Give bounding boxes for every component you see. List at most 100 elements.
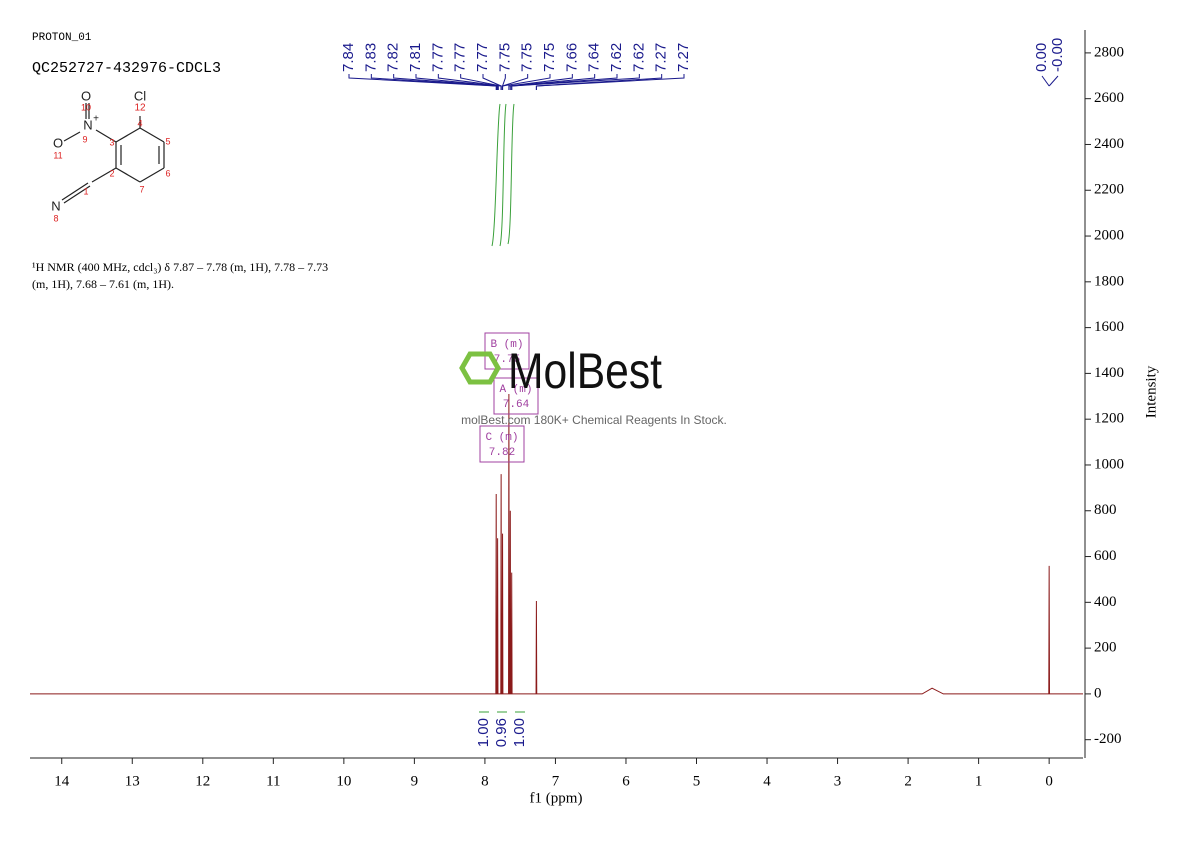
atom-label: 7: [139, 184, 144, 194]
atom-label: 5: [165, 136, 170, 146]
x-tick-label: 0: [1045, 773, 1053, 789]
peak-label: 7.83: [362, 43, 379, 72]
multiplet-box: [479, 425, 525, 463]
multiplet-shift: 7.82: [489, 447, 515, 459]
y-tick-label: 1800: [1094, 273, 1124, 289]
y-tick-label: 1000: [1094, 456, 1124, 472]
x-axis-label: f1 (ppm): [530, 790, 583, 806]
atom-label: 8: [53, 213, 58, 223]
peak-label: 7.77: [429, 43, 446, 72]
y-tick-label: 1200: [1094, 411, 1124, 427]
multiplet-name: A (m): [499, 384, 532, 396]
peak-connector: [508, 74, 573, 90]
peak-label: 7.62: [630, 43, 647, 72]
experiment-title: PROTON_01: [32, 32, 92, 44]
atom-label: 4: [137, 118, 142, 128]
y-tick-label: 2400: [1094, 136, 1124, 152]
peak-label: 7.75: [519, 43, 536, 72]
peak-connector: [535, 74, 685, 90]
multiplet-box: [493, 377, 539, 415]
x-tick-label: 13: [125, 773, 140, 789]
spectrum-line: [30, 393, 1083, 695]
integral-label: 1.00: [511, 718, 528, 747]
y-tick-label: 400: [1094, 594, 1117, 610]
multiplet-box: [484, 332, 530, 370]
atom-label: +: [93, 114, 99, 125]
multiplet-name: C (m): [485, 432, 518, 444]
atom-label: 10: [81, 102, 91, 112]
peak-connector: [502, 74, 551, 90]
watermark: MolBest molBest.com 180K+ Chemical Reage…: [459, 343, 727, 427]
peak-connector: [393, 74, 499, 90]
y-tick-label: -200: [1094, 731, 1122, 747]
ref-label: 0.00: [1033, 43, 1050, 72]
peak-label: 7.75: [541, 43, 558, 72]
nmr-description: (m, 1H), 7.68 – 7.61 (m, 1H).: [32, 277, 174, 291]
peak-connector: [482, 74, 502, 90]
y-axis-label: Intensity: [1143, 365, 1159, 418]
peak-label: 7.27: [653, 43, 670, 72]
atom-label: 2: [109, 168, 114, 178]
multiplet-shift: 7.64: [503, 399, 530, 411]
atom-label: N: [83, 117, 92, 132]
structure-bonds: [61, 103, 165, 204]
atom-label: O: [53, 135, 63, 150]
atom-label: 3: [109, 137, 114, 147]
peak-connector: [348, 74, 497, 90]
x-tick-label: 8: [481, 773, 489, 789]
atom-label: 6: [165, 168, 170, 178]
y-tick-label: 2200: [1094, 182, 1124, 198]
atom-label: 1: [83, 186, 88, 196]
atom-label: Cl: [134, 88, 146, 103]
multiplet-name: B (m): [490, 339, 523, 351]
watermark-logo: [459, 351, 501, 385]
y-tick-label: 1600: [1094, 319, 1124, 335]
peak-label: 7.77: [474, 43, 491, 72]
peak-connector: [415, 74, 499, 90]
peak-label: 7.27: [675, 43, 692, 72]
peak-connector: [1048, 75, 1059, 87]
y-tick-label: 600: [1094, 548, 1117, 564]
nmr-description: ¹H NMR (400 MHz, cdcl₃) δ 7.87 – 7.78 (m…: [32, 260, 328, 274]
x-tick-label: 5: [693, 773, 701, 789]
x-tick-label: 4: [763, 773, 771, 789]
watermark-tagline: molBest.com 180K+ Chemical Reagents In S…: [461, 413, 727, 427]
x-tick-label: 3: [834, 773, 842, 789]
peak-label: 7.77: [452, 43, 469, 72]
y-tick-label: 0: [1094, 685, 1102, 701]
peak-label: 7.81: [407, 43, 424, 72]
x-tick-label: 11: [266, 773, 280, 789]
peak-connector: [511, 74, 640, 90]
peak-connector: [1041, 75, 1050, 87]
y-tick-label: 1400: [1094, 365, 1124, 381]
atom-label: N: [51, 198, 60, 213]
atom-label: 12: [134, 103, 146, 114]
x-tick-label: 6: [622, 773, 630, 789]
peak-label: 7.66: [563, 43, 580, 72]
peak-label: 7.75: [496, 43, 513, 72]
peak-connector: [370, 74, 498, 90]
peak-label: 7.84: [340, 43, 357, 72]
y-tick-label: 200: [1094, 640, 1117, 656]
integral-curves: [491, 103, 515, 247]
x-tick-label: 9: [411, 773, 419, 789]
peak-label: 7.64: [586, 43, 603, 72]
x-tick-label: 1: [975, 773, 983, 789]
y-tick-label: 2600: [1094, 90, 1124, 106]
peak-connector: [509, 74, 596, 90]
x-tick-label: 14: [54, 773, 70, 789]
x-tick-label: 12: [195, 773, 210, 789]
x-tick-label: 10: [336, 773, 351, 789]
watermark-brand: MolBest: [508, 343, 662, 399]
atom-label: O: [81, 88, 91, 103]
atom-label: 11: [53, 150, 62, 160]
sample-id: QC252727-432976-CDCL3: [32, 60, 221, 77]
peak-label: 7.62: [608, 43, 625, 72]
y-tick-label: 2800: [1094, 44, 1124, 60]
x-tick-label: 7: [552, 773, 560, 789]
multiplet-shift: 7.75: [494, 354, 520, 366]
ref-label: -0.00: [1049, 38, 1066, 72]
integral-label: 0.96: [493, 718, 510, 747]
x-tick-label: 2: [904, 773, 912, 789]
